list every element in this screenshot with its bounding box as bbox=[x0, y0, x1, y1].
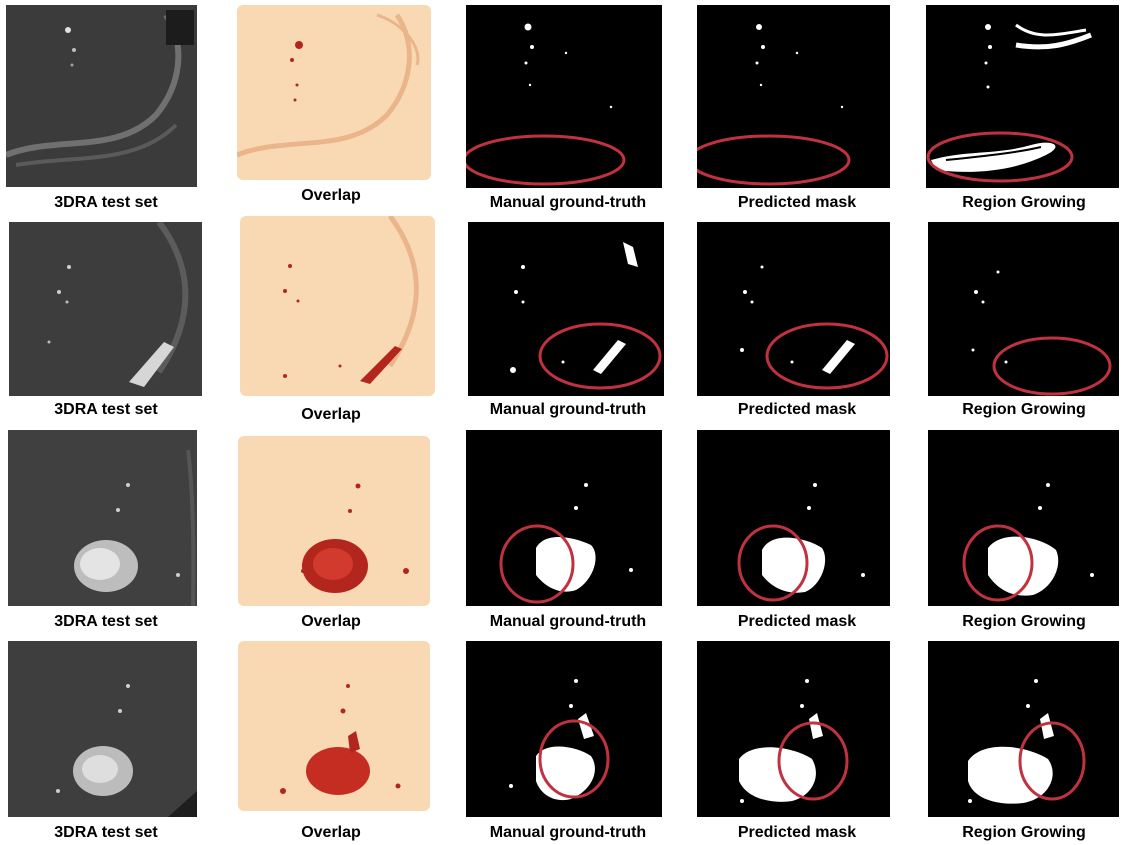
row4-caption-region-growing: Region Growing bbox=[962, 824, 1086, 841]
row4-predicted-mask-image bbox=[697, 641, 890, 817]
row2-caption-ground-truth: Manual ground-truth bbox=[489, 401, 647, 418]
row3-overlap-image bbox=[238, 436, 430, 606]
row1-predicted-mask-image bbox=[697, 5, 890, 188]
row2-caption-3dra: 3DRA test set bbox=[54, 401, 158, 418]
row3-caption-ground-truth: Manual ground-truth bbox=[489, 613, 647, 630]
row2-3dra-scan-image bbox=[9, 222, 202, 396]
row1-caption-ground-truth: Manual ground-truth bbox=[489, 194, 647, 211]
row1-caption-overlap: Overlap bbox=[301, 187, 361, 204]
row4-overlap-image bbox=[238, 641, 430, 811]
row1-caption-predicted: Predicted mask bbox=[737, 194, 857, 211]
row1-caption-region-growing: Region Growing bbox=[962, 194, 1086, 211]
row2-manual-ground-truth-image bbox=[468, 222, 664, 396]
row2-caption-predicted: Predicted mask bbox=[737, 401, 857, 418]
row3-predicted-mask-image bbox=[697, 430, 890, 606]
row2-predicted-mask-image bbox=[697, 222, 890, 396]
row4-caption-ground-truth: Manual ground-truth bbox=[489, 824, 647, 841]
row4-caption-overlap: Overlap bbox=[301, 824, 361, 841]
row3-caption-region-growing: Region Growing bbox=[962, 613, 1086, 630]
row4-3dra-scan-image bbox=[8, 641, 197, 817]
row1-overlap-image bbox=[237, 5, 431, 180]
row3-region-growing-image bbox=[928, 430, 1119, 606]
row1-3dra-scan-image bbox=[6, 5, 197, 187]
row3-manual-ground-truth-image bbox=[466, 430, 662, 606]
row3-caption-overlap: Overlap bbox=[301, 613, 361, 630]
row3-caption-predicted: Predicted mask bbox=[737, 613, 857, 630]
row3-caption-3dra: 3DRA test set bbox=[54, 613, 158, 630]
row2-overlap-image bbox=[240, 216, 435, 396]
row4-caption-3dra: 3DRA test set bbox=[54, 824, 158, 841]
row1-caption-3dra: 3DRA test set bbox=[54, 194, 158, 211]
row1-manual-ground-truth-image bbox=[466, 5, 662, 188]
row4-region-growing-image bbox=[928, 641, 1119, 817]
row4-manual-ground-truth-image bbox=[466, 641, 662, 817]
row2-caption-overlap: Overlap bbox=[301, 406, 361, 423]
row4-caption-predicted: Predicted mask bbox=[737, 824, 857, 841]
row3-3dra-scan-image bbox=[8, 430, 197, 606]
row2-region-growing-image bbox=[928, 222, 1119, 396]
row2-caption-region-growing: Region Growing bbox=[962, 401, 1086, 418]
row1-region-growing-image bbox=[926, 5, 1119, 188]
